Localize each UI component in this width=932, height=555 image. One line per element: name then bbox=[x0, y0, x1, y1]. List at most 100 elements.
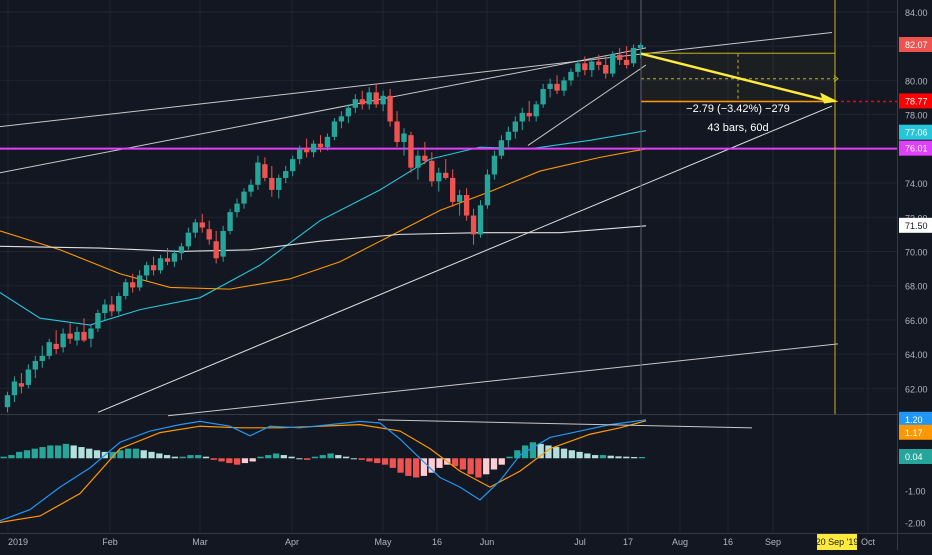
macd-histogram-bar bbox=[117, 450, 124, 459]
macd-histogram-bar bbox=[0, 456, 7, 459]
candle-body bbox=[283, 171, 289, 178]
macd-histogram-bar bbox=[413, 458, 420, 478]
macd-histogram-bar bbox=[537, 443, 544, 459]
axes: 84.0082.0080.0078.0076.0074.0072.0070.00… bbox=[8, 8, 932, 550]
trendlines[interactable] bbox=[0, 32, 897, 417]
macd-histogram-bar bbox=[179, 456, 186, 459]
price-value-label: 82.07 bbox=[905, 40, 928, 50]
candle-body bbox=[123, 282, 129, 296]
macd-histogram-bar bbox=[623, 456, 630, 459]
candle-body bbox=[220, 230, 226, 257]
macd-histogram-bar bbox=[483, 458, 490, 475]
trendline bbox=[527, 64, 647, 146]
macd-histogram-bar bbox=[47, 445, 54, 459]
candle-body bbox=[366, 92, 372, 105]
macd-value-badge bbox=[899, 448, 932, 464]
price-tick-label: 74.00 bbox=[905, 179, 928, 189]
candle-body bbox=[227, 212, 233, 231]
candle-body bbox=[46, 342, 52, 356]
candle-body bbox=[157, 258, 164, 271]
measure-drawing[interactable] bbox=[640, 0, 897, 414]
price-tick-label: 78.00 bbox=[905, 111, 928, 121]
macd-histogram-bar bbox=[327, 453, 334, 459]
moving-average-line bbox=[0, 148, 647, 290]
candle-body bbox=[255, 162, 261, 185]
time-tick-label: 2019 bbox=[8, 537, 28, 547]
candle-body bbox=[32, 360, 38, 370]
macd-value-badge bbox=[899, 424, 932, 440]
measure-arrow-tip bbox=[833, 75, 839, 83]
macd-histogram-bar bbox=[498, 458, 505, 465]
candle-body bbox=[248, 184, 254, 192]
macd-histogram-bar bbox=[140, 450, 147, 459]
macd-histogram-bar bbox=[233, 458, 241, 465]
price-value-label: 71.50 bbox=[905, 221, 928, 231]
price-tick-label: 84.00 bbox=[905, 8, 928, 18]
macd-histogram-bar bbox=[389, 458, 396, 468]
candle-body bbox=[568, 71, 574, 81]
candle-body bbox=[290, 159, 296, 172]
macd-histogram-bar bbox=[288, 456, 295, 459]
macd-histogram-bar bbox=[109, 451, 116, 459]
candle-body bbox=[603, 65, 609, 74]
candle-body bbox=[512, 121, 518, 132]
candle-body bbox=[276, 177, 282, 190]
candle-body bbox=[296, 148, 303, 160]
candle-body bbox=[60, 333, 66, 348]
macd-tick-label: -2.00 bbox=[905, 518, 926, 528]
macd-histogram-bar bbox=[405, 458, 412, 476]
time-tick-label: 16 bbox=[432, 537, 442, 547]
candle-body bbox=[373, 92, 379, 105]
candle-body bbox=[317, 143, 324, 148]
candle-body bbox=[554, 83, 560, 91]
macd-line bbox=[0, 419, 647, 522]
candle-body bbox=[526, 112, 532, 117]
candle-body bbox=[241, 191, 247, 204]
macd-histogram-bar bbox=[350, 458, 358, 460]
price-value-label: 77.06 bbox=[905, 128, 928, 138]
price-value-badge bbox=[899, 217, 932, 233]
macd-histogram-bar bbox=[374, 458, 381, 464]
candle-body bbox=[561, 80, 567, 91]
candle-body bbox=[533, 104, 539, 117]
macd-histogram-bar bbox=[86, 448, 93, 459]
price-tick-label: 66.00 bbox=[905, 316, 928, 326]
time-tick-label: 16 bbox=[723, 537, 733, 547]
candle-body bbox=[589, 61, 595, 71]
macd-histogram-bar bbox=[202, 456, 210, 459]
macd-histogram-bar bbox=[428, 458, 435, 473]
macd-histogram-bar bbox=[93, 450, 101, 459]
time-tick-label: Mar bbox=[192, 537, 208, 547]
macd-histogram-bar bbox=[436, 458, 443, 468]
macd-histogram-bar bbox=[62, 443, 70, 459]
candle-body bbox=[67, 333, 73, 339]
macd-histogram-bar bbox=[599, 455, 607, 459]
price-tick-label: 64.00 bbox=[905, 350, 928, 360]
macd-histogram-bar bbox=[156, 453, 163, 459]
macd-histogram-bar bbox=[319, 455, 326, 459]
macd-pane bbox=[0, 419, 753, 523]
macd-histogram-bar bbox=[210, 458, 217, 460]
candle-body bbox=[164, 258, 171, 262]
time-tick-label: Aug bbox=[672, 537, 688, 547]
date-highlight-badge bbox=[817, 534, 857, 550]
candle-body bbox=[25, 369, 32, 385]
candle-body bbox=[109, 304, 115, 312]
trendline bbox=[97, 105, 833, 413]
price-value-label: 76.01 bbox=[905, 144, 928, 154]
time-tick-label: Jul bbox=[574, 537, 586, 547]
macd-histogram-bar bbox=[529, 442, 537, 459]
macd-histogram-bar bbox=[358, 458, 365, 460]
macd-histogram-bar bbox=[125, 448, 132, 459]
candle-body bbox=[178, 246, 185, 254]
macd-histogram-bar bbox=[630, 456, 638, 459]
macd-histogram-bar bbox=[187, 455, 194, 459]
candle-body bbox=[456, 195, 463, 202]
candle-body bbox=[185, 232, 192, 247]
candle-body bbox=[269, 177, 275, 190]
candle-body bbox=[88, 328, 94, 339]
candle-body bbox=[547, 83, 553, 89]
